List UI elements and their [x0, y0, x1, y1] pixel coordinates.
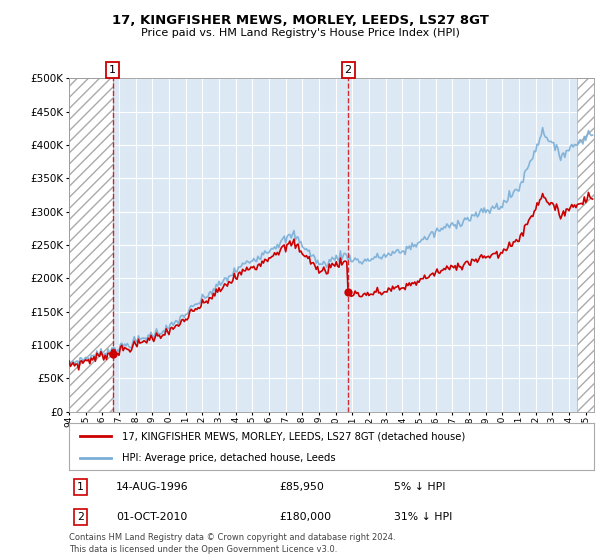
- Text: 17, KINGFISHER MEWS, MORLEY, LEEDS, LS27 8GT: 17, KINGFISHER MEWS, MORLEY, LEEDS, LS27…: [112, 14, 488, 27]
- Bar: [577, 78, 594, 412]
- Text: Price paid vs. HM Land Registry's House Price Index (HPI): Price paid vs. HM Land Registry's House …: [140, 28, 460, 38]
- Text: 5% ↓ HPI: 5% ↓ HPI: [395, 482, 446, 492]
- Bar: [69, 78, 113, 412]
- Text: 01-OCT-2010: 01-OCT-2010: [116, 512, 188, 522]
- Text: 1: 1: [109, 65, 116, 75]
- Text: 1: 1: [77, 482, 84, 492]
- Text: 14-AUG-1996: 14-AUG-1996: [116, 482, 189, 492]
- Text: Contains HM Land Registry data © Crown copyright and database right 2024.
This d: Contains HM Land Registry data © Crown c…: [69, 533, 395, 554]
- Bar: [577, 78, 594, 412]
- Bar: [113, 78, 577, 412]
- Text: 2: 2: [344, 65, 352, 75]
- Bar: [69, 78, 113, 412]
- Text: HPI: Average price, detached house, Leeds: HPI: Average price, detached house, Leed…: [121, 452, 335, 463]
- Text: £85,950: £85,950: [279, 482, 324, 492]
- Text: £180,000: £180,000: [279, 512, 331, 522]
- Text: 2: 2: [77, 512, 84, 522]
- Text: 17, KINGFISHER MEWS, MORLEY, LEEDS, LS27 8GT (detached house): 17, KINGFISHER MEWS, MORLEY, LEEDS, LS27…: [121, 431, 465, 441]
- Text: 31% ↓ HPI: 31% ↓ HPI: [395, 512, 453, 522]
